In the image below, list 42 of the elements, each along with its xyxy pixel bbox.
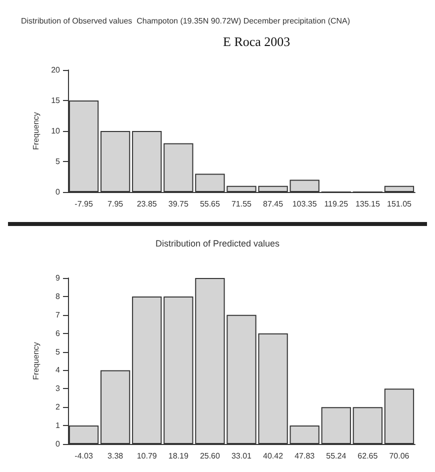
- x-tick-label: 70.06: [389, 452, 410, 460]
- x-tick-label: 103.35: [292, 200, 318, 208]
- x-tick-label: 62.65: [358, 452, 378, 460]
- y-tick-label: 20: [51, 66, 61, 74]
- x-tick-label: 23.85: [136, 200, 158, 208]
- x-tick-label: 33.01: [231, 452, 252, 460]
- x-tick-label: 25.60: [200, 452, 221, 460]
- chart-title: Distribution of Observed values Champoton (19.35N 90.72W) December precipitation (CNA): [21, 16, 350, 26]
- y-tick-label: 2: [56, 402, 61, 412]
- x-tick-label: 55.65: [200, 200, 221, 208]
- y-tick-label: 9: [56, 274, 61, 282]
- y-axis-title: Frequency: [32, 342, 40, 380]
- y-tick-label: 6: [56, 328, 61, 338]
- y-tick-label: 1: [56, 421, 61, 430]
- y-tick-label: 5: [56, 347, 61, 356]
- x-tick-label: 119.25: [324, 200, 349, 208]
- x-tick-label: 87.45: [263, 200, 284, 208]
- x-tick-label: 151.05: [386, 200, 412, 208]
- x-tick-label: 3.38: [108, 452, 124, 460]
- x-tick-label: -7.95: [74, 200, 94, 208]
- y-axis-title: Frequency: [32, 112, 40, 150]
- y-tick-label: 4: [56, 366, 61, 375]
- y-tick-label: 8: [56, 292, 61, 301]
- y-tick-label: 3: [56, 384, 61, 394]
- x-tick-label: 71.55: [231, 200, 252, 208]
- x-tick-label: 7.95: [108, 200, 124, 208]
- chart-title: Distribution of Predicted values: [155, 238, 280, 248]
- x-tick-label: 10.79: [136, 452, 158, 460]
- x-tick-label: 135.15: [355, 200, 380, 208]
- text: E Roca 2003: [223, 34, 290, 49]
- y-tick-label: 15: [51, 96, 61, 105]
- y-tick-label: 0: [56, 188, 61, 196]
- y-tick-label: 10: [51, 126, 61, 136]
- x-tick-label: 55.24: [326, 452, 347, 460]
- x-tick-label: 40.42: [263, 452, 284, 460]
- x-tick-label: 47.83: [294, 452, 316, 460]
- y-tick-label: 7: [56, 310, 61, 320]
- y-tick-label: 0: [56, 440, 61, 448]
- y-tick-label: 5: [56, 157, 61, 166]
- x-tick-label: -4.03: [74, 452, 94, 460]
- x-tick-label: 18.19: [168, 452, 189, 460]
- x-tick-label: 39.75: [168, 200, 189, 208]
